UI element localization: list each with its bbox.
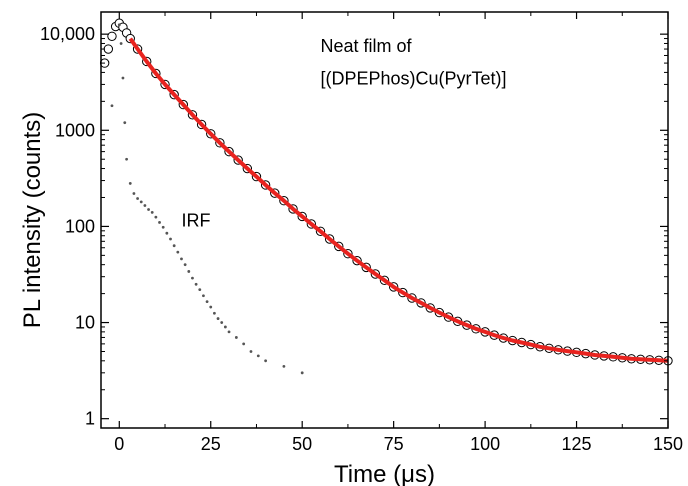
x-tick-label: 50	[292, 434, 312, 454]
irf-data-point	[169, 237, 172, 241]
irf-data-point	[150, 210, 154, 214]
x-axis-label: Time (μs)	[334, 461, 435, 486]
x-tick-label: 0	[114, 434, 124, 454]
pl-data-point	[107, 31, 117, 41]
irf-data-point	[242, 342, 246, 346]
ticks-layer: 0 25 50 75 100 125 150 1 10 100 1000 10,000	[40, 12, 683, 454]
annotation-layer: Neat film of [(DPEPhos)Cu(PyrTet)] IRF	[181, 36, 506, 230]
irf-data-point	[121, 76, 125, 80]
irf-data-point	[165, 231, 169, 235]
irf-data-point	[143, 204, 147, 207]
irf-data-point	[183, 263, 187, 267]
x-tick-label: 75	[384, 434, 404, 454]
fit-line	[128, 37, 669, 363]
irf-data-point	[264, 359, 268, 363]
irf-data-point	[154, 215, 158, 219]
x-tick-label: 100	[470, 434, 500, 454]
irf-data-point	[202, 294, 205, 298]
irf-data-point	[132, 192, 136, 195]
irf-data-point	[256, 354, 260, 358]
irf-data-point	[223, 325, 227, 329]
x-tick-label: 150	[653, 434, 683, 454]
annotation-label: IRF	[181, 210, 210, 230]
irf-data-point	[180, 257, 183, 261]
y-tick-label: 1000	[55, 120, 95, 140]
annotation-label: Neat film of	[320, 36, 412, 56]
irf-data-point	[194, 282, 198, 286]
irf-data-point	[234, 336, 238, 339]
irf-data-point	[198, 288, 202, 292]
irf-data-point	[139, 200, 143, 204]
irf-data-point	[136, 197, 139, 200]
pl-data-point	[103, 44, 114, 54]
irf-data-point	[209, 305, 213, 309]
irf-data-point	[147, 208, 150, 211]
x-tick-label: 25	[201, 434, 221, 454]
irf-data-point	[227, 330, 231, 334]
irf-data-point	[123, 121, 127, 125]
irf-data-point	[300, 371, 304, 375]
y-tick-label: 1	[85, 409, 95, 429]
y-axis-label: PL intensity (counts)	[19, 112, 46, 329]
irf-data-point	[119, 42, 123, 45]
irf-data-point	[172, 244, 176, 248]
irf-data-point	[282, 364, 286, 368]
irf-data-point	[220, 321, 224, 324]
irf-data-point	[161, 225, 165, 229]
irf-data-point	[128, 182, 132, 185]
y-tick-label: 100	[65, 216, 95, 236]
annotation-label: [(DPEPhos)Cu(PyrTet)]	[320, 68, 506, 88]
irf-data-point	[216, 317, 220, 320]
irf-data-point	[187, 270, 191, 273]
series-layer	[99, 18, 673, 375]
irf-data-point	[191, 276, 194, 280]
irf-data-point	[125, 157, 129, 161]
irf-data-point	[117, 23, 121, 27]
x-tick-label: 125	[562, 434, 592, 454]
irf-data-point	[249, 350, 253, 353]
irf-data-point	[205, 300, 209, 304]
irf-data-point	[158, 221, 161, 224]
y-tick-label: 10	[75, 313, 95, 333]
irf-data-point	[110, 104, 114, 108]
irf-data-point	[213, 311, 216, 315]
y-tick-label: 10,000	[40, 24, 95, 44]
irf-data-point	[176, 250, 180, 254]
plot-frame	[100, 11, 669, 429]
